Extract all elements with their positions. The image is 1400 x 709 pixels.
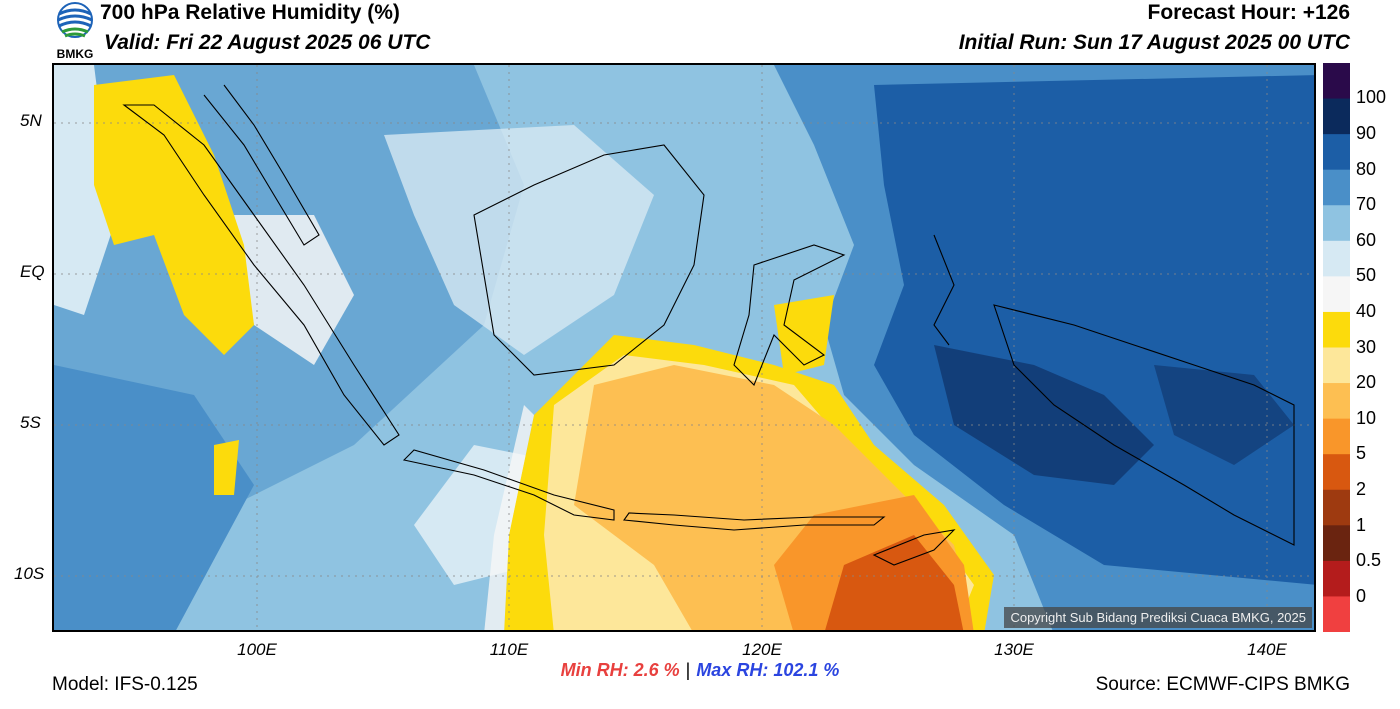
colorbar-label-80: 80 (1356, 159, 1377, 179)
colorbar-swatch (1323, 276, 1350, 313)
colorbar-label-5: 5 (1356, 443, 1367, 463)
chart-title: 700 hPa Relative Humidity (%) (100, 1, 400, 24)
colorbar-label-30: 30 (1356, 337, 1377, 357)
colorbar-label-20: 20 (1356, 372, 1377, 392)
colorbar-label-70: 70 (1356, 194, 1377, 214)
colorbar-swatch (1323, 596, 1350, 633)
max-rh: Max RH: 102.1 % (696, 660, 840, 680)
colorbar-swatch (1323, 525, 1350, 562)
colorbar-label-2: 2 (1356, 479, 1367, 499)
lat-label-5n: 5N (20, 111, 42, 130)
model-info: Model: IFS-0.125 (52, 674, 198, 695)
lon-label-120e: 120E (742, 640, 782, 659)
colorbar-swatch (1323, 169, 1350, 206)
colorbar-label-1: 1 (1356, 515, 1367, 535)
colorbar-label-60: 60 (1356, 230, 1377, 250)
colorbar-swatch (1323, 489, 1350, 526)
source-info: Source: ECMWF-CIPS BMKG (1095, 674, 1350, 695)
colorbar-swatch (1323, 134, 1350, 171)
colorbar-swatch (1323, 311, 1350, 348)
bmkg-logo: BMKG (52, 2, 98, 61)
colorbar-label-0-5: 0.5 (1356, 550, 1382, 570)
colorbar-label-40: 40 (1356, 301, 1377, 321)
colorbar-label-50: 50 (1356, 265, 1377, 285)
copyright-note: Copyright Sub Bidang Prediksi Cuaca BMKG… (1004, 607, 1312, 628)
colorbar-label-10: 10 (1356, 408, 1377, 428)
initial-run: Initial Run: Sun 17 August 2025 00 UTC (958, 31, 1350, 54)
colorbar-swatches (1323, 63, 1350, 633)
colorbar-swatch (1323, 454, 1350, 491)
lon-label-100e: 100E (237, 640, 277, 659)
colorbar-swatch (1323, 63, 1350, 100)
humidity-field (54, 65, 1314, 630)
lat-label-5s: 5S (20, 413, 41, 432)
colorbar-label-100: 100 (1356, 87, 1387, 107)
lon-label-130e: 130E (994, 640, 1034, 659)
colorbar-swatch (1323, 560, 1350, 597)
lat-label-10s: 10S (14, 564, 45, 583)
colorbar-label-90: 90 (1356, 123, 1377, 143)
colorbar-swatch (1323, 418, 1350, 455)
lon-label-110e: 110E (489, 640, 529, 659)
colorbar-swatch (1323, 98, 1350, 135)
lat-label-eq: EQ (20, 262, 45, 281)
colorbar-swatch (1323, 240, 1350, 277)
colorbar-swatch (1323, 205, 1350, 242)
logo-text: BMKG (57, 47, 94, 60)
valid-time: Valid: Fri 22 August 2025 06 UTC (104, 31, 431, 54)
forecast-hour: Forecast Hour: +126 (1147, 1, 1351, 24)
colorbar (1323, 63, 1350, 633)
humidity-map[interactable]: Copyright Sub Bidang Prediksi Cuaca BMKG… (52, 63, 1316, 632)
lon-label-140e: 140E (1247, 640, 1287, 659)
colorbar-swatch (1323, 347, 1350, 384)
min-rh: Min RH: 2.6 % (560, 660, 680, 680)
rh-stats: Min RH: 2.6 % | Max RH: 102.1 % (0, 660, 1400, 681)
colorbar-label-0: 0 (1356, 586, 1367, 606)
stats-separator: | (685, 660, 691, 680)
colorbar-swatch (1323, 383, 1350, 420)
